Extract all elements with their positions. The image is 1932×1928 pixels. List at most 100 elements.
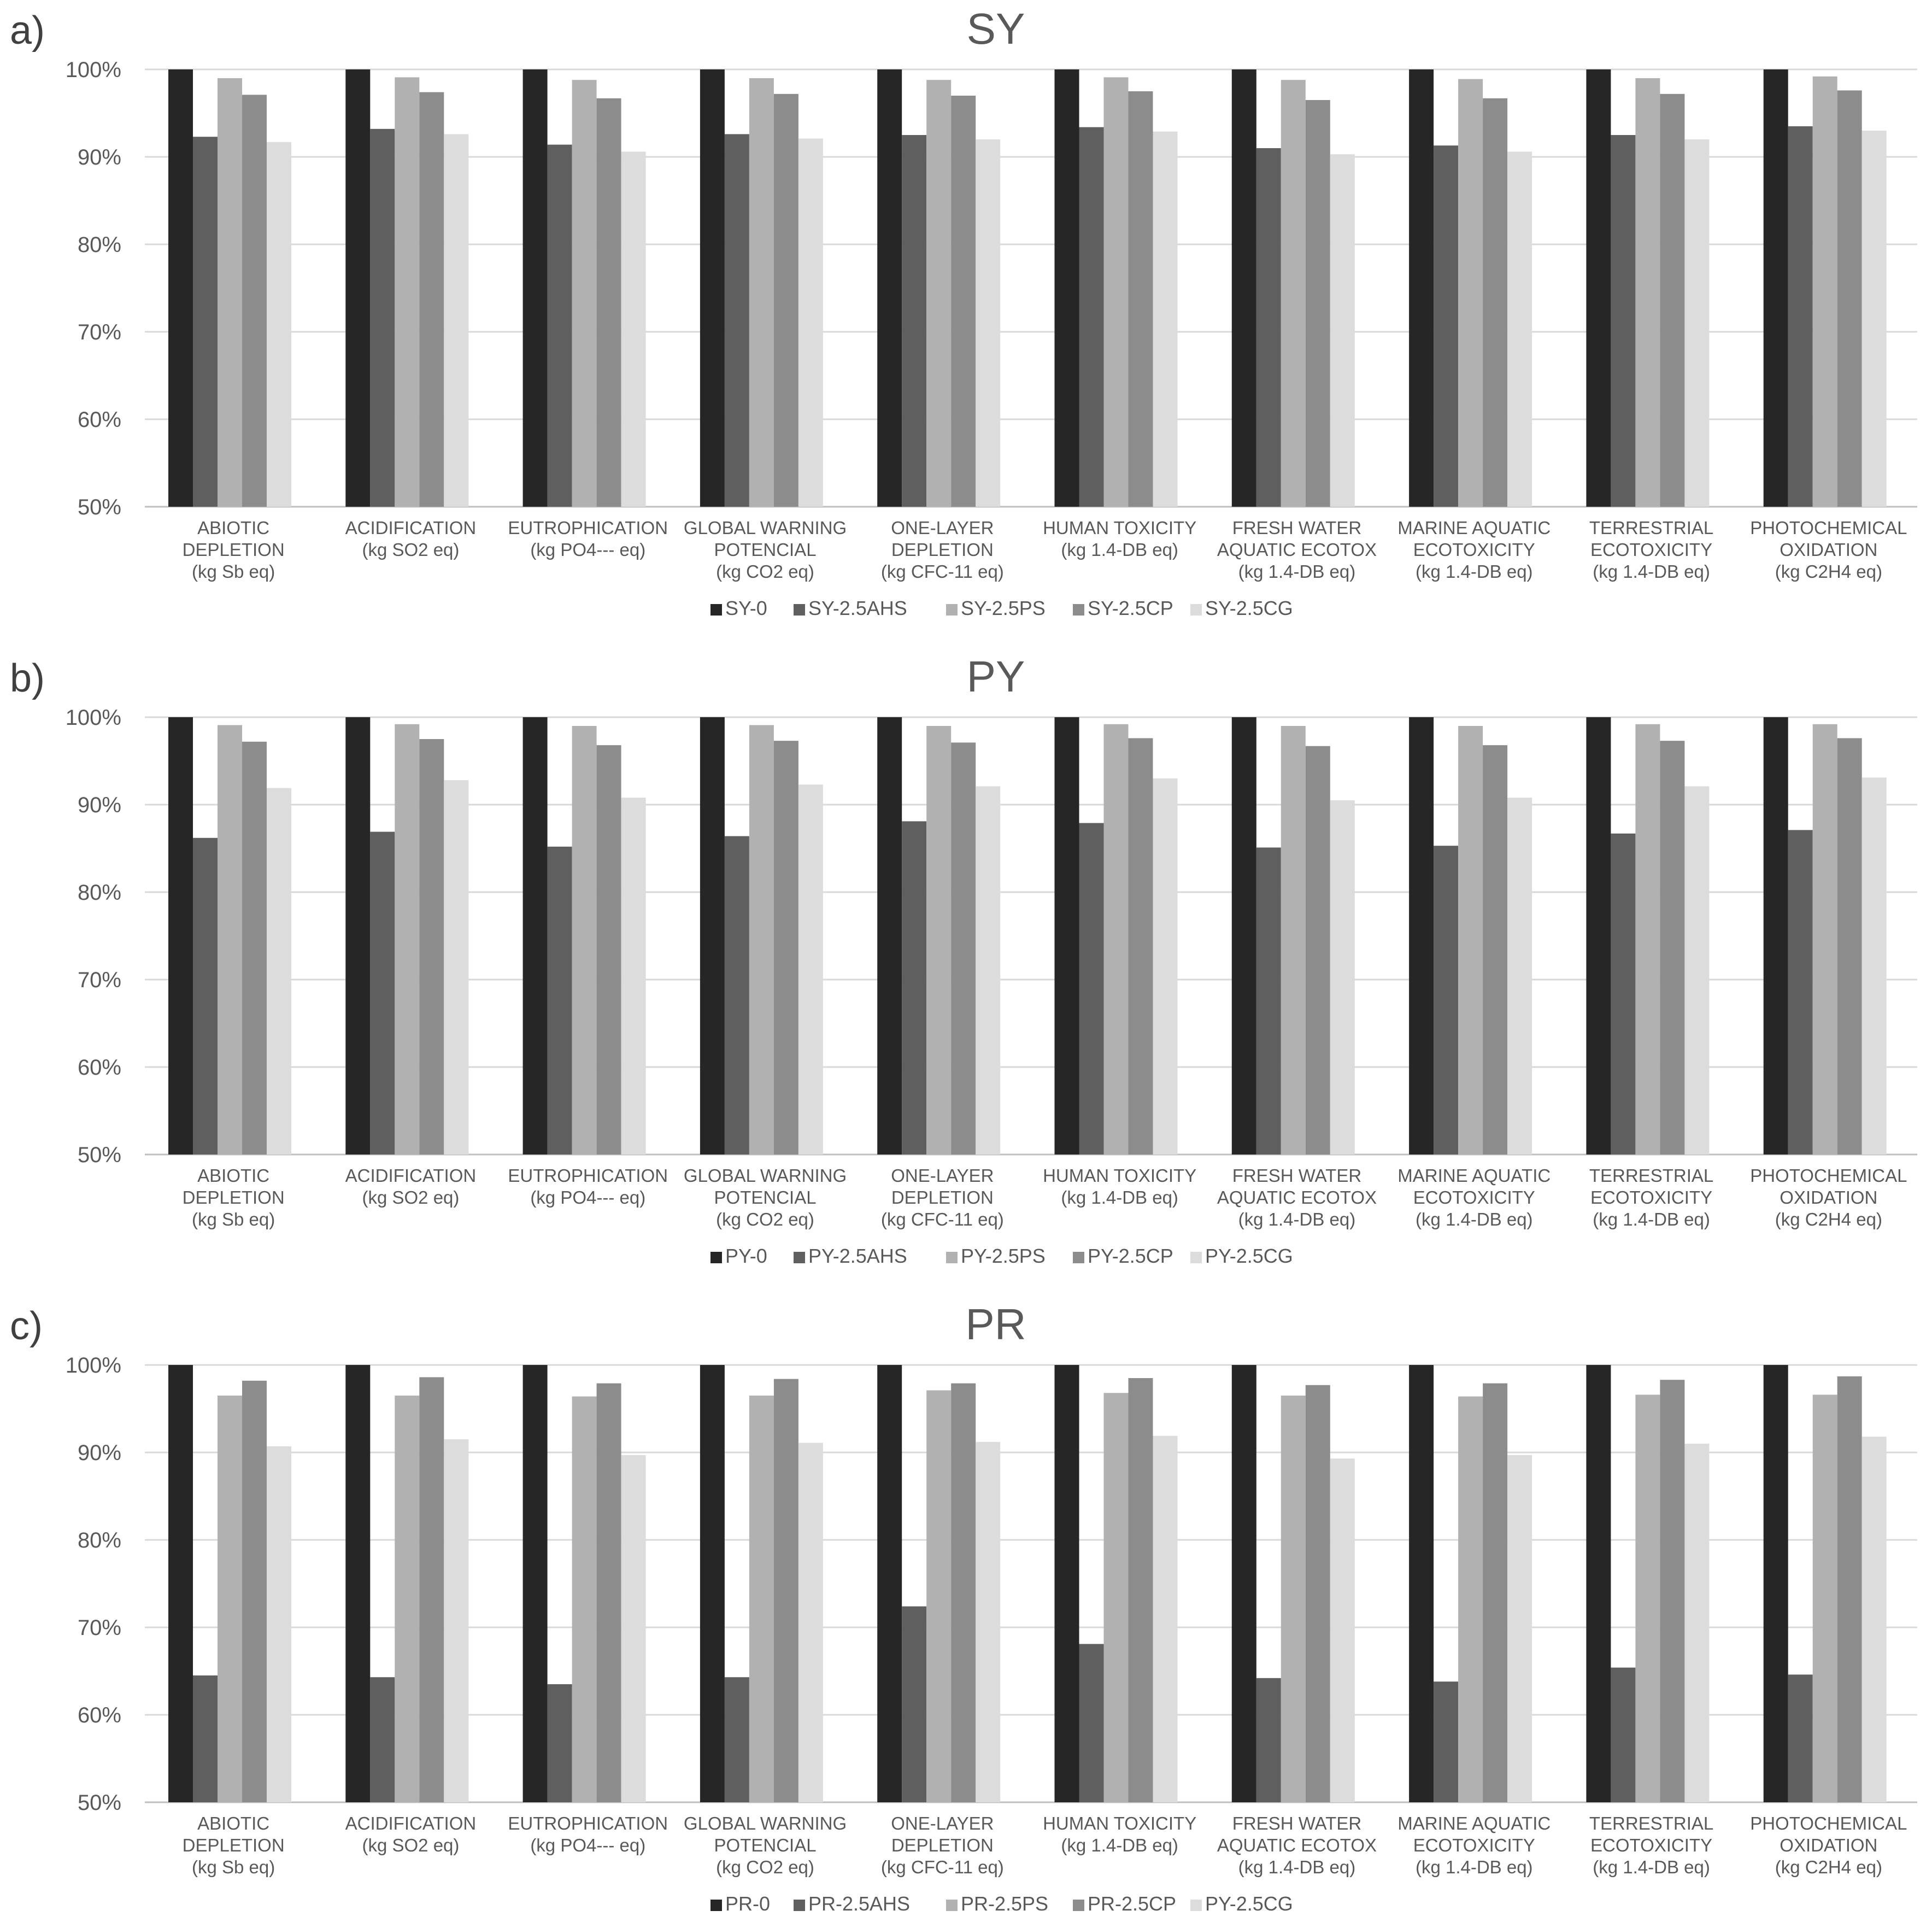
legend-swatch (710, 604, 722, 616)
bar-pr-0-8 (1586, 1365, 1611, 1802)
bar-sy-2.5ps-5 (1103, 77, 1129, 507)
bar-pr-2.5cp-6 (1305, 1385, 1330, 1802)
x-tick-label: (kg PO4--- eq) (530, 1835, 645, 1855)
y-tick-label: 80% (78, 233, 121, 257)
bar-sy-2.5ahs-7 (1434, 145, 1459, 507)
bar-py-2.5cg-2 (621, 798, 646, 1155)
legend-entry: SY-0 (725, 597, 767, 619)
bar-py-2.5ps-9 (1812, 724, 1837, 1155)
x-tick-label: OXIDATION (1780, 1187, 1877, 1208)
panel-label: b) (10, 657, 45, 700)
bar-py-2.5ps-3 (749, 725, 774, 1155)
bar-py-2.5cg-5 (1153, 778, 1178, 1155)
bar-pr-0-2 (522, 1365, 548, 1802)
x-tick-label: EUTROPHICATION (508, 1165, 668, 1186)
x-tick-label: (kg CFC-11 eq) (881, 1857, 1004, 1877)
bar-py-0-6 (1231, 717, 1256, 1155)
bar-pr-2.5ps-8 (1635, 1394, 1660, 1802)
x-tick-label: TERRESTRIAL (1589, 1813, 1713, 1833)
legend-entry: PY-2.5CG (1205, 1245, 1293, 1267)
x-tick-label: DEPLETION (891, 540, 994, 560)
bar-sy-2.5ahs-6 (1256, 148, 1281, 507)
legend-entry: SY-2.5AHS (808, 597, 907, 619)
bar-py-2.5cp-2 (596, 745, 621, 1155)
bar-pr-2.5ahs-2 (547, 1684, 572, 1802)
x-tick-label: DEPLETION (183, 540, 285, 560)
bar-pr-2.5ahs-1 (370, 1677, 395, 1802)
y-tick-label: 50% (78, 1143, 121, 1167)
x-tick-label: GLOBAL WARNING (684, 1813, 847, 1833)
bar-py-2.5cg-3 (798, 1443, 823, 1802)
y-tick-label: 70% (78, 1616, 121, 1640)
legend-swatch (1073, 1252, 1084, 1263)
x-tick-label: (kg Sb eq) (192, 561, 275, 582)
x-tick-label: (kg PO4--- eq) (530, 1187, 645, 1208)
bar-py-2.5cg-4 (976, 1441, 1001, 1802)
bar-py-2.5ahs-6 (1256, 847, 1281, 1155)
legend-entry: PY-2.5PS (961, 1245, 1046, 1267)
bar-py-0-4 (877, 717, 902, 1155)
bar-py-2.5cp-0 (242, 741, 267, 1155)
bar-pr-2.5cp-2 (596, 1383, 621, 1802)
bar-pr-0-7 (1409, 1365, 1434, 1802)
bar-pr-2.5cp-8 (1660, 1380, 1685, 1802)
bar-sy-2.5cg-8 (1684, 139, 1710, 507)
x-tick-label: ONE-LAYER (891, 1165, 994, 1186)
x-tick-label: POTENCIAL (714, 1187, 817, 1208)
bar-pr-2.5ahs-7 (1434, 1681, 1459, 1802)
bar-pr-0-9 (1763, 1365, 1788, 1802)
x-tick-label: PHOTOCHEMICAL (1750, 1813, 1907, 1833)
bar-py-2.5cg-6 (1330, 800, 1355, 1155)
bar-pr-2.5ps-4 (926, 1390, 952, 1802)
bar-sy-2.5cp-3 (773, 93, 798, 507)
x-tick-label: (kg CFC-11 eq) (881, 561, 1004, 582)
bar-py-2.5ahs-3 (724, 836, 749, 1155)
legend-swatch (794, 1900, 805, 1911)
bar-pr-2.5ps-7 (1458, 1396, 1483, 1802)
bar-py-2.5cg-4 (976, 786, 1001, 1155)
x-tick-label: (kg 1.4-DB eq) (1061, 540, 1178, 560)
x-tick-label: ECOTOXICITY (1413, 1835, 1535, 1855)
bar-py-2.5cg-1 (444, 780, 469, 1155)
legend-swatch (946, 1900, 958, 1911)
legend-entry: PR-2.5CP (1088, 1892, 1176, 1915)
bar-sy-0-7 (1409, 69, 1434, 507)
bar-sy-2.5ps-8 (1635, 78, 1660, 507)
bar-pr-2.5cp-0 (242, 1380, 267, 1802)
bar-sy-2.5ps-2 (572, 80, 597, 507)
x-tick-label: (kg 1.4-DB eq) (1238, 561, 1356, 582)
bar-py-2.5cp-7 (1483, 745, 1508, 1155)
bar-pr-0-3 (700, 1365, 725, 1802)
bar-sy-0-0 (168, 69, 193, 507)
bar-pr-2.5ahs-6 (1256, 1678, 1281, 1802)
x-tick-label: (kg 1.4-DB eq) (1238, 1209, 1356, 1229)
bar-py-0-2 (522, 717, 548, 1155)
legend-swatch (1073, 604, 1084, 616)
x-tick-label: (kg 1.4-DB eq) (1061, 1835, 1178, 1855)
bar-py-2.5ahs-1 (370, 831, 395, 1155)
bar-py-2.5ahs-9 (1788, 830, 1813, 1155)
x-tick-label: TERRESTRIAL (1589, 1165, 1713, 1186)
bar-py-2.5cg-8 (1684, 1444, 1710, 1802)
bar-py-2.5cg-7 (1507, 798, 1532, 1155)
x-tick-label: (kg Sb eq) (192, 1857, 275, 1877)
x-tick-label: EUTROPHICATION (508, 518, 668, 538)
y-tick-label: 100% (66, 1353, 121, 1378)
x-tick-label: AQUATIC ECOTOX (1217, 1835, 1377, 1855)
bar-pr-2.5ahs-8 (1611, 1667, 1636, 1802)
bar-sy-2.5cg-6 (1330, 154, 1355, 507)
x-tick-label: AQUATIC ECOTOX (1217, 1187, 1377, 1208)
bar-py-2.5cg-9 (1861, 1437, 1887, 1802)
bar-py-2.5ahs-5 (1079, 823, 1104, 1155)
x-tick-label: DEPLETION (891, 1187, 994, 1208)
bar-pr-2.5ahs-0 (193, 1675, 218, 1802)
bar-py-2.5ahs-8 (1611, 833, 1636, 1155)
bar-sy-0-5 (1054, 69, 1079, 507)
chart-panel-sy: a) SY50%60%70%80%90%100%ABIOTICDEPLETION(… (10, 4, 1917, 619)
bar-py-2.5ps-0 (218, 725, 242, 1155)
bar-sy-0-9 (1763, 69, 1788, 507)
bar-py-0-5 (1054, 717, 1079, 1155)
y-tick-label: 50% (78, 495, 121, 519)
x-tick-label: ACIDIFICATION (345, 518, 477, 538)
